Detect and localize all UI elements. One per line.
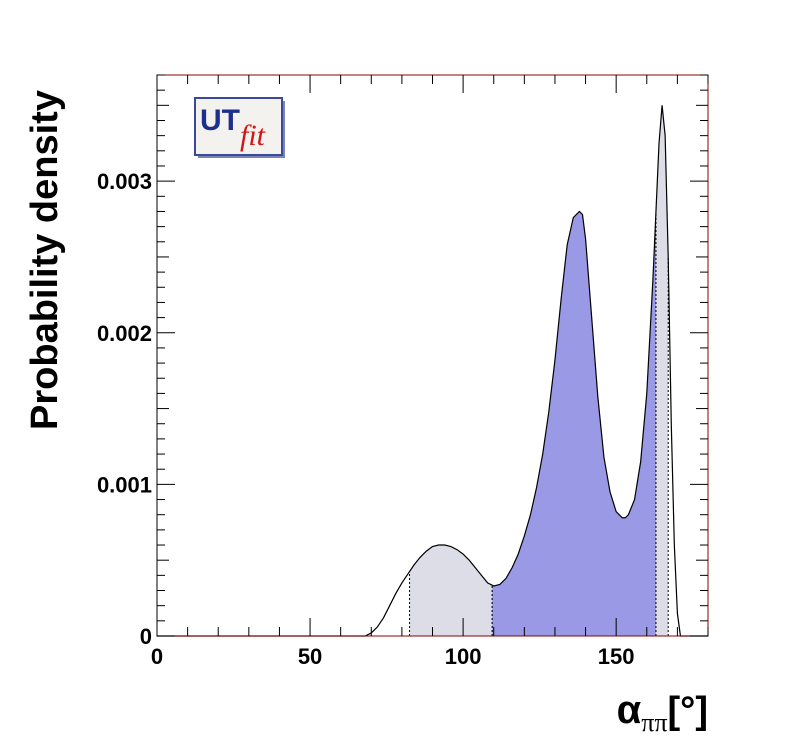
y-tick-label: 0.001 <box>97 472 152 497</box>
utfit-logo: UTfit <box>194 97 285 158</box>
x-tick-label: 0 <box>151 644 163 669</box>
x-axis-title-subscript: ππ <box>641 708 667 737</box>
x-tick-label: 50 <box>298 644 322 669</box>
band-2 <box>655 105 669 636</box>
density-curve <box>157 105 708 637</box>
y-tick-label: 0 <box>140 624 152 649</box>
band-0 <box>409 545 493 636</box>
band-1 <box>492 211 656 636</box>
x-tick-label: 100 <box>445 644 482 669</box>
logo-text: UTfit <box>200 104 266 152</box>
y-tick-label: 0.003 <box>97 169 152 194</box>
y-tick-label: 0.002 <box>97 321 152 346</box>
axis-tick-labels: 0 50 100 150 0 0.001 0.002 0.003 <box>97 169 635 669</box>
x-tick-label: 150 <box>598 644 635 669</box>
x-axis-title: αππ[°] <box>617 688 708 737</box>
y-axis-title: Probability density <box>24 90 66 430</box>
credible-interval-bands <box>409 105 669 636</box>
logo-ut: UT <box>200 104 240 137</box>
logo-fit: fit <box>240 119 266 152</box>
x-axis-title-unit: [°] <box>667 690 708 732</box>
logo-box <box>194 97 283 156</box>
x-axis-title-symbol: α <box>617 688 642 732</box>
axis-ticks <box>156 74 709 637</box>
